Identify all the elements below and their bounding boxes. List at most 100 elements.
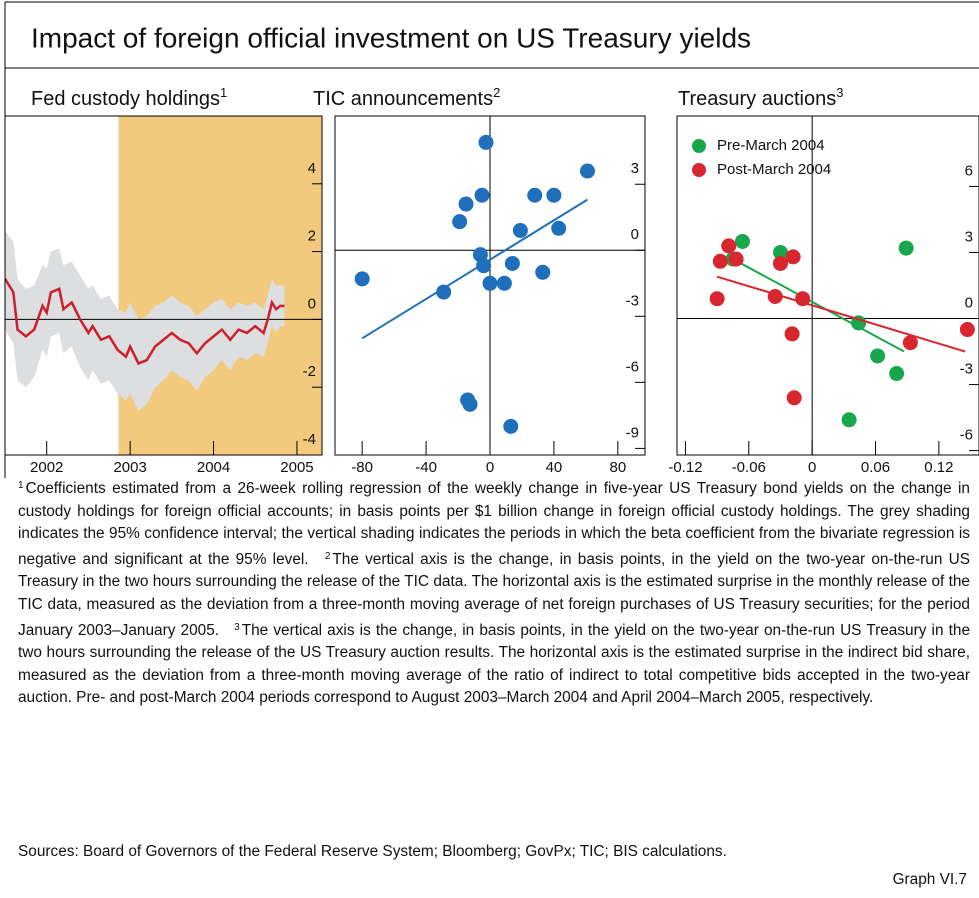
x-tick-label: 2003 (113, 459, 146, 476)
panel-title-text: Fed custody holdings (31, 88, 220, 110)
scatter-point (728, 251, 744, 267)
scatter-point (784, 326, 800, 342)
x-tick-label: 2005 (280, 459, 313, 476)
y-tick-label: -6 (626, 358, 639, 375)
y-tick-label: 3 (965, 228, 973, 245)
scatter-point (709, 291, 725, 307)
scatter-point (841, 412, 857, 428)
scatter-point (721, 238, 737, 254)
y-tick-label: 3 (631, 160, 639, 177)
y-tick-label: -3 (626, 292, 639, 309)
scatter-point (527, 187, 543, 203)
footnotes: 1 Coefficients estimated from a 26-week r… (18, 475, 970, 710)
x-tick-label: 2004 (197, 459, 230, 476)
plot (335, 116, 645, 455)
scatter-point (474, 187, 490, 203)
legend-swatch (692, 163, 706, 177)
panel-frame (4, 115, 323, 456)
note-ref: 1 (220, 85, 227, 100)
legend-label: Post-March 2004 (717, 161, 831, 178)
scatter-point (902, 335, 918, 351)
scatter-point (889, 366, 905, 382)
y-tick-label: -6 (960, 427, 973, 444)
y-tick-label: 2 (308, 228, 316, 245)
x-tick-label: -40 (415, 459, 437, 476)
plot (5, 116, 322, 455)
scatter-point (898, 240, 914, 256)
y-tick-label: -9 (626, 424, 639, 441)
footnote-text: The vertical axis is the change, in basi… (18, 621, 971, 707)
scatter-point (458, 196, 474, 212)
scatter-point (478, 134, 494, 150)
sources: Sources: Board of Governors of the Feder… (18, 843, 727, 860)
footnote: 1 Coefficients estimated from a 26-week r… (18, 480, 970, 568)
shaded-period (206, 116, 208, 455)
scatter-point (503, 418, 519, 434)
scatter-point (504, 255, 520, 271)
scatter-point (870, 348, 886, 364)
panel-title: Treasury auctions3 (678, 85, 843, 110)
scatter-point (772, 244, 788, 260)
note-ref: 3 (836, 85, 843, 100)
figure-title: Impact of foreign official investment on… (31, 22, 751, 53)
scatter-point (795, 291, 811, 307)
y-tick-label: 0 (308, 295, 316, 312)
y-tick-label: 0 (631, 226, 639, 243)
footnote-ref: 2 (324, 550, 331, 562)
fit-line (732, 258, 905, 353)
scatter-point (354, 271, 370, 287)
scatter-point (959, 322, 975, 338)
scatter-point (579, 163, 595, 179)
footnote-ref: 3 (234, 621, 240, 633)
y-tick-label: 0 (965, 294, 973, 311)
scatter-point (712, 253, 728, 269)
y-tick-label: 6 (965, 162, 973, 179)
panel-title-text: Treasury auctions (678, 88, 836, 110)
y-tick-label: -3 (960, 361, 973, 378)
x-tick-label: 80 (609, 459, 626, 476)
fit-line (361, 198, 588, 340)
legend-label: Pre-March 2004 (717, 137, 825, 154)
scatter-point (496, 275, 512, 291)
footnote-text: The vertical axis is the change, in basi… (18, 550, 970, 639)
x-tick-label: -80 (351, 459, 373, 476)
shaded-period (118, 116, 322, 455)
graph-label: Graph VI.7 (892, 871, 967, 888)
panel-title-text: TIC announcements (313, 88, 493, 110)
plot (677, 116, 979, 455)
shaded-period (195, 116, 197, 455)
x-tick-label: 0 (808, 459, 816, 476)
scatter-point (786, 390, 802, 406)
scatter-point (535, 264, 551, 280)
scatter-point (436, 284, 452, 300)
footnote-ref: 1 (18, 480, 24, 491)
scatter-point (546, 187, 562, 203)
scatter-point (551, 220, 567, 236)
y-tick-label: 4 (308, 160, 316, 177)
confidence-band (5, 231, 285, 411)
scatter-point (462, 396, 478, 412)
x-tick-label: 2002 (30, 459, 63, 476)
note-ref: 2 (493, 85, 500, 100)
scatter-point (767, 289, 783, 305)
y-tick-label: -2 (303, 363, 316, 380)
panel-title: TIC announcements2 (313, 85, 500, 110)
figure: Impact of foreign official investment on… (4, 1, 979, 478)
shaded-period (200, 116, 202, 455)
legend-swatch (692, 139, 706, 153)
x-tick-label: -0.12 (668, 459, 702, 476)
y-tick-label: -4 (303, 431, 316, 448)
scatter-point (482, 275, 498, 291)
x-tick-label: 40 (546, 459, 563, 476)
x-tick-label: 0 (486, 459, 494, 476)
panel-title: Fed custody holdings1 (31, 85, 227, 110)
scatter-point (772, 255, 788, 271)
scatter-point (785, 249, 801, 265)
scatter-point (734, 233, 750, 249)
series-line (5, 278, 285, 366)
scatter-point (452, 214, 468, 230)
footnote: 3 The vertical axis is the change, in bas… (18, 622, 970, 707)
footnote: 2 The vertical axis is the change, in bas… (18, 551, 970, 639)
fit-line (716, 275, 966, 353)
